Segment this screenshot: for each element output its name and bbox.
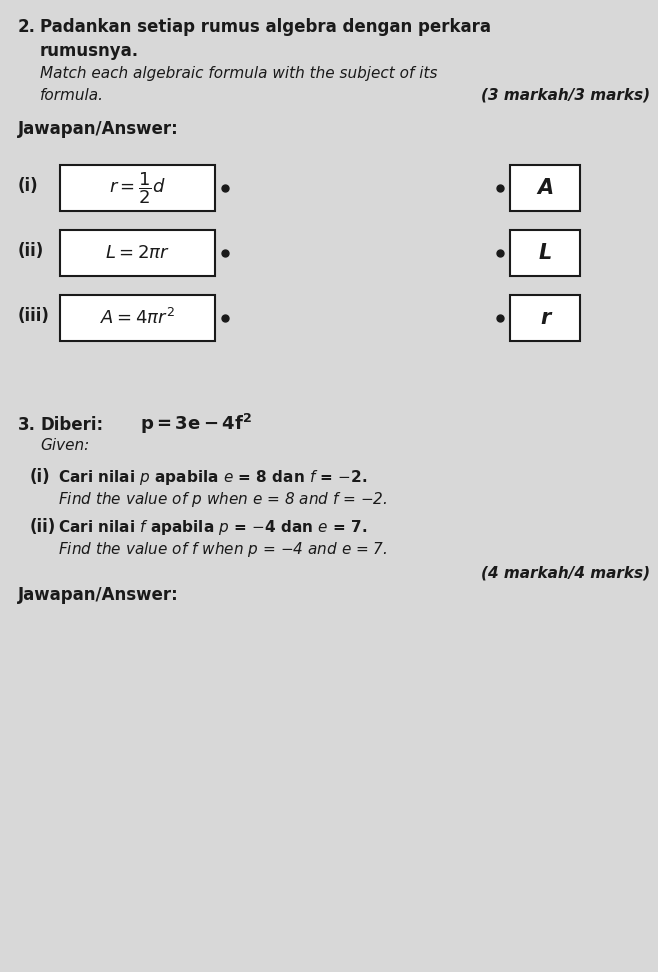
- Text: 3.: 3.: [18, 416, 36, 434]
- Text: Padankan setiap rumus algebra dengan perkara: Padankan setiap rumus algebra dengan per…: [40, 18, 491, 36]
- Text: (iii): (iii): [18, 307, 50, 325]
- Text: (4 markah/4 marks): (4 markah/4 marks): [481, 566, 650, 581]
- Text: $\mathit{Find\ the\ value\ of\ f\ when\ p}$ = $-$4 $\mathit{and\ e}$ = 7.: $\mathit{Find\ the\ value\ of\ f\ when\ …: [58, 540, 388, 559]
- Text: $L = 2\pi r$: $L = 2\pi r$: [105, 244, 170, 262]
- Bar: [60, 165, 215, 211]
- Text: 2.: 2.: [18, 18, 36, 36]
- Text: Given:: Given:: [40, 438, 89, 453]
- Text: Cari nilai $\mathit{p}$ apabila $e$ = 8 dan $f$ = $-$2.: Cari nilai $\mathit{p}$ apabila $e$ = 8 …: [58, 468, 367, 487]
- Text: Match each algebraic formula with the subject of its: Match each algebraic formula with the su…: [40, 66, 438, 81]
- Text: (ii): (ii): [18, 242, 44, 260]
- Bar: [510, 230, 580, 276]
- Text: formula.: formula.: [40, 88, 104, 103]
- Text: (i): (i): [30, 468, 51, 486]
- Bar: [60, 230, 215, 276]
- Text: L: L: [538, 243, 551, 263]
- Text: (i): (i): [18, 177, 39, 195]
- Bar: [510, 165, 580, 211]
- Text: $\mathit{Find\ the\ value\ of\ p\ when\ e}$ = 8 $\mathit{and\ f}$ = $-$2.: $\mathit{Find\ the\ value\ of\ p\ when\ …: [58, 490, 388, 509]
- Text: (3 markah/3 marks): (3 markah/3 marks): [481, 88, 650, 103]
- Text: Cari nilai $\mathit{f}$ apabila $p$ = $-$4 dan $e$ = 7.: Cari nilai $\mathit{f}$ apabila $p$ = $-…: [58, 518, 367, 537]
- Text: Jawapan/Answer:: Jawapan/Answer:: [18, 120, 179, 138]
- Bar: [510, 295, 580, 341]
- Text: $A = 4\pi r^2$: $A = 4\pi r^2$: [100, 308, 175, 328]
- Text: A: A: [537, 178, 553, 198]
- Text: r: r: [540, 308, 550, 328]
- Text: Jawapan/Answer:: Jawapan/Answer:: [18, 586, 179, 604]
- Text: $r = \dfrac{1}{2}d$: $r = \dfrac{1}{2}d$: [109, 170, 166, 206]
- Text: rumusnya.: rumusnya.: [40, 42, 139, 60]
- Text: (ii): (ii): [30, 518, 56, 536]
- Bar: [60, 295, 215, 341]
- Text: $\mathbf{p = 3e - 4f^2}$: $\mathbf{p = 3e - 4f^2}$: [140, 412, 252, 436]
- Text: Diberi:: Diberi:: [40, 416, 103, 434]
